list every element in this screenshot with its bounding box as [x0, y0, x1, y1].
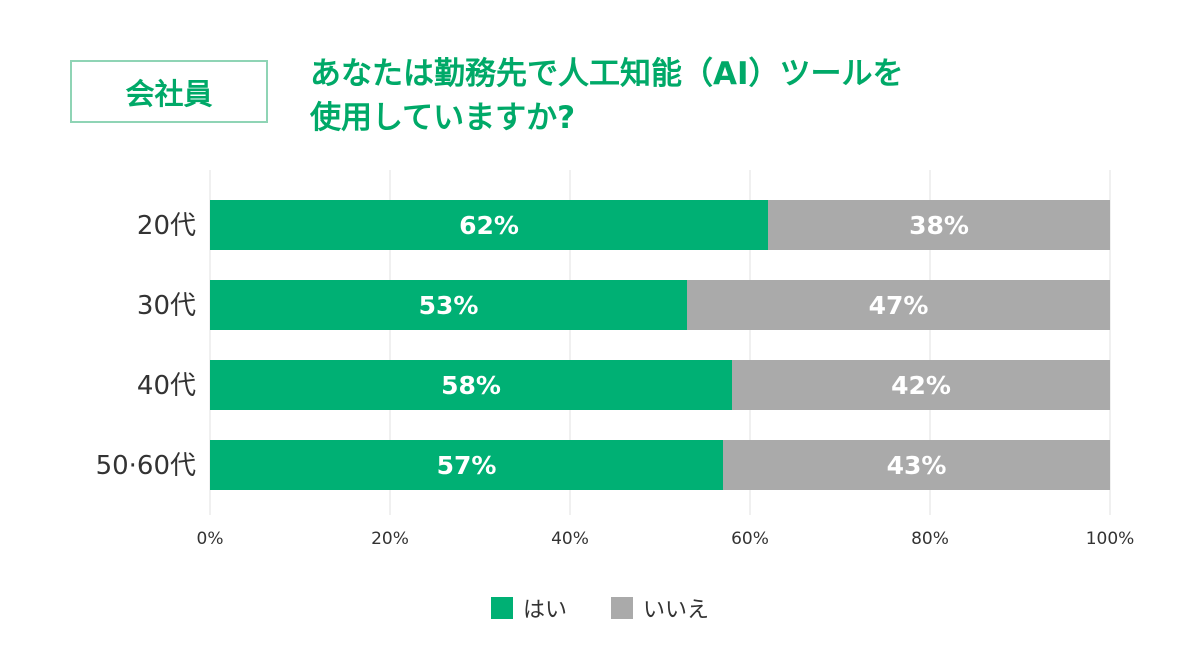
data-label: 62%: [459, 211, 519, 240]
x-tick-label: 80%: [911, 529, 949, 549]
bar-segment: [723, 440, 1110, 490]
bar-segment: [210, 440, 723, 490]
legend: はい いいえ: [0, 592, 1200, 624]
legend-swatch-no: [611, 597, 633, 619]
legend-label-yes: はい: [522, 598, 567, 623]
x-tick-label: 40%: [551, 529, 589, 549]
title-line-1: あなたは勤務先で人工知能（AI）ツールを: [310, 56, 904, 92]
category-label: 40代: [137, 371, 196, 401]
bar-segment: [210, 360, 732, 410]
legend-item-no: いいえ: [611, 592, 709, 624]
data-label: 43%: [887, 451, 947, 480]
data-label: 57%: [437, 451, 497, 480]
category-label: 20代: [137, 211, 196, 241]
category-badge: 会社員: [70, 60, 268, 123]
category-label: 30代: [137, 291, 196, 321]
title-line-2: 使用していますか?: [310, 100, 576, 136]
bar-segment: [768, 200, 1110, 250]
x-tick-label: 60%: [731, 529, 769, 549]
legend-swatch-yes: [490, 597, 513, 619]
bar-segment: [687, 280, 1110, 330]
x-tick-label: 20%: [371, 529, 409, 549]
x-tick-label: 100%: [1086, 529, 1135, 549]
legend-item-yes: はい: [490, 592, 567, 624]
category-label: 50·60代: [96, 451, 196, 481]
data-label: 58%: [441, 371, 501, 400]
data-label: 53%: [419, 291, 479, 320]
data-label: 42%: [891, 371, 951, 400]
bar-segment: [732, 360, 1110, 410]
legend-label-no: いいえ: [643, 598, 710, 623]
stacked-bar-chart: 0% 20% 40% 60% 80% 100% 20代 62% 38% 30代 53% 47% 40代 5…: [96, 170, 1135, 549]
data-label: 38%: [909, 211, 969, 240]
bar-segment: [210, 200, 768, 250]
chart-title: あなたは勤務先で人工知能（AI）ツールを 使用していますか?: [310, 52, 1070, 140]
x-tick-label: 0%: [197, 529, 224, 549]
data-label: 47%: [869, 291, 929, 320]
bar-segment: [210, 280, 687, 330]
